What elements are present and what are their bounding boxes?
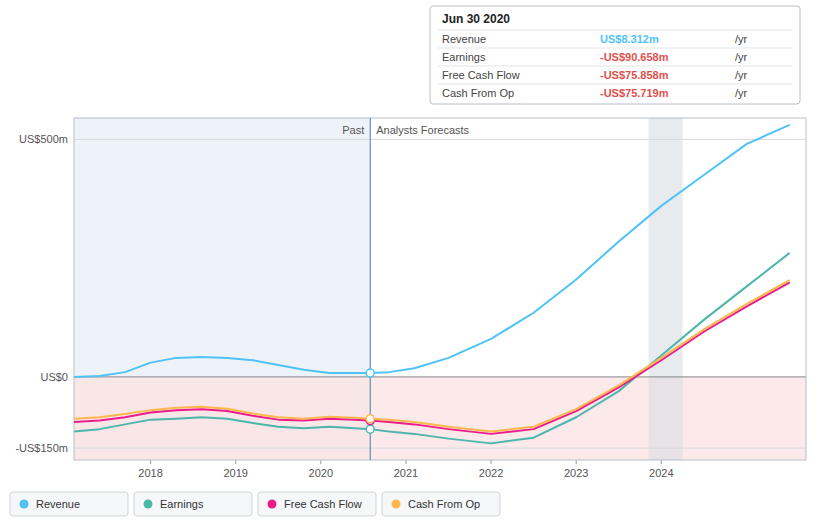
tooltip-value: US$8.312m (600, 33, 659, 45)
legend-label: Cash From Op (408, 498, 480, 510)
y-grid: -US$150m US$0 US$500m (15, 133, 806, 454)
legend-box (134, 492, 252, 516)
chart: -US$150mUS$0US$500m201820192020202120222… (0, 0, 821, 524)
x-tick (320, 460, 321, 464)
legend-item: Earnings (134, 492, 252, 516)
tooltip-label: Revenue (442, 33, 486, 45)
grid-line (74, 376, 806, 377)
legend-label: Revenue (36, 498, 80, 510)
tooltip: Jun 30 2020 Revenue US$8.312m/yr Earnings -U… (430, 6, 800, 104)
legend-box (10, 492, 128, 516)
divider-dot (366, 415, 374, 423)
tooltip-unit: /yr (735, 87, 748, 99)
tooltip-box (430, 6, 800, 104)
forecast-label: Analysts Forecasts (376, 124, 469, 136)
y-tick-label: US$500m (19, 133, 68, 145)
legend-swatch (392, 500, 401, 509)
x-tick (576, 460, 577, 464)
x-tick-label: 2018 (138, 467, 162, 479)
past-label: Past (342, 124, 364, 136)
divider-dot (366, 369, 374, 377)
legend-swatch (144, 500, 153, 509)
y-tick-label: -US$150m (15, 442, 68, 454)
legend-swatch (268, 500, 277, 509)
x-tick-label: 2022 (479, 467, 503, 479)
tooltip-unit: /yr (735, 69, 748, 81)
series-lines (74, 125, 789, 443)
divider-line (370, 118, 371, 460)
legend-label: Earnings (160, 498, 204, 510)
tooltip-title: Jun 30 2020 (442, 12, 510, 26)
highlight-band (649, 118, 683, 460)
x-tick-label: 2020 (309, 467, 333, 479)
tooltip-label: Free Cash Flow (442, 69, 520, 81)
series-line (74, 283, 789, 434)
legend-box (382, 492, 500, 516)
grid-line (74, 448, 806, 449)
x-tick (661, 460, 662, 464)
divider-dots (366, 369, 374, 433)
legend-label: Free Cash Flow (284, 498, 362, 510)
tooltip-separator (438, 48, 792, 49)
tooltip-label: Earnings (442, 51, 486, 63)
series-line (74, 280, 789, 431)
tooltip-separator (438, 30, 792, 31)
x-tick (405, 460, 406, 464)
legend: Revenue Earnings Free Cash Flow Cash From O… (10, 492, 500, 516)
x-axis: 2018 2019 2020 2021 2022 2023 2024 (138, 460, 673, 479)
x-tick-label: 2019 (223, 467, 247, 479)
legend-item: Revenue (10, 492, 128, 516)
x-tick-label: 2024 (649, 467, 673, 479)
tooltip-value: -US$90.658m (600, 51, 669, 63)
grid-line (74, 139, 806, 140)
tooltip-value: -US$75.719m (600, 87, 669, 99)
legend-swatch (20, 500, 29, 509)
plot-frame (74, 118, 806, 460)
series-line (74, 253, 789, 443)
legend-item: Free Cash Flow (258, 492, 376, 516)
tooltip-separator (438, 66, 792, 67)
y-tick-label: US$0 (40, 371, 68, 383)
x-tick-label: 2023 (564, 467, 588, 479)
tooltip-unit: /yr (735, 51, 748, 63)
x-tick-label: 2021 (394, 467, 418, 479)
tooltip-separator (438, 84, 792, 85)
legend-box (258, 492, 376, 516)
x-tick (235, 460, 236, 464)
divider-dot (366, 425, 374, 433)
tooltip-unit: /yr (735, 33, 748, 45)
legend-item: Cash From Op (382, 492, 500, 516)
tooltip-value: -US$75.858m (600, 69, 669, 81)
background-regions (74, 118, 806, 460)
x-tick (491, 460, 492, 464)
tooltip-label: Cash From Op (442, 87, 514, 99)
x-tick (150, 460, 151, 464)
